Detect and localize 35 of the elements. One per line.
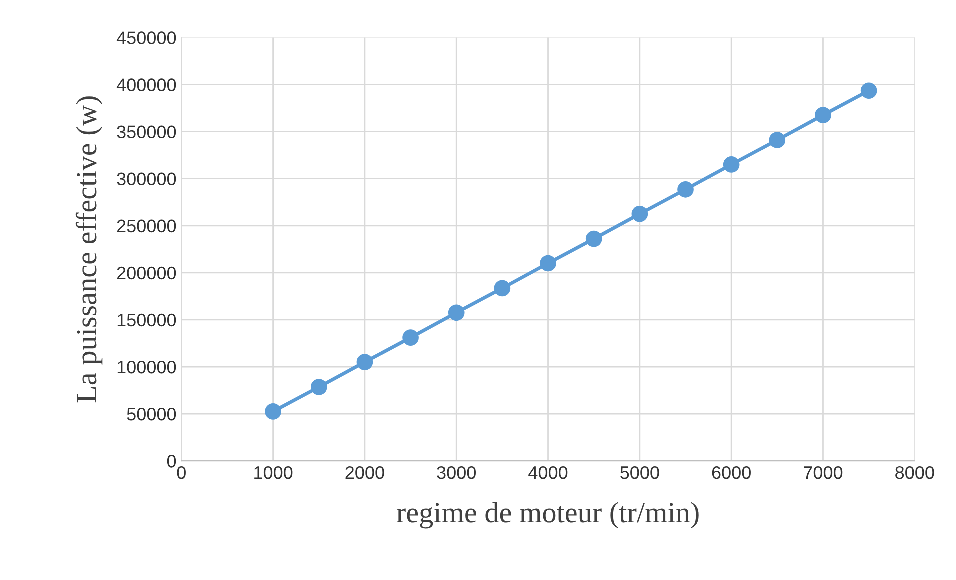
- point: [402, 330, 419, 346]
- point: [448, 304, 465, 322]
- x-tick-label: 7000: [804, 466, 843, 480]
- y-tick-label: 50000: [127, 408, 176, 421]
- y-tick-label: 100000: [118, 360, 176, 374]
- x-tick-label: 1000: [254, 466, 293, 480]
- y-axis-title: La puissance effective (w): [76, 96, 103, 403]
- point: [310, 379, 328, 396]
- point: [356, 354, 374, 370]
- y-tick-label: 200000: [117, 266, 176, 280]
- y-tick-label: 450000: [116, 32, 176, 44]
- point: [815, 107, 832, 124]
- point: [678, 181, 694, 198]
- x-tick-label: 6000: [712, 466, 751, 480]
- y-tick-label: 150000: [118, 314, 176, 327]
- x-tick-label: 4000: [528, 466, 568, 480]
- point: [632, 206, 648, 222]
- x-tick-label: 0: [177, 466, 186, 480]
- y-tick-label: 250000: [117, 220, 176, 233]
- x-tick-label: 3000: [437, 466, 476, 480]
- point: [769, 132, 786, 148]
- y-tick-label: 350000: [117, 126, 176, 139]
- x-tick-label: 2000: [346, 466, 384, 480]
- point: [494, 280, 511, 297]
- point: [586, 230, 602, 248]
- point: [860, 82, 878, 100]
- point: [265, 404, 282, 420]
- x-tick-label: 5000: [620, 466, 660, 480]
- point: [723, 156, 740, 173]
- x-axis-title: regime de moteur (tr/min): [396, 502, 699, 529]
- y-tick-label: 300000: [117, 172, 176, 186]
- x-tick-label: 8000: [896, 466, 934, 480]
- y-tick-label: 0: [167, 455, 176, 468]
- point: [540, 255, 556, 272]
- y-tick-label: 400000: [116, 78, 176, 92]
